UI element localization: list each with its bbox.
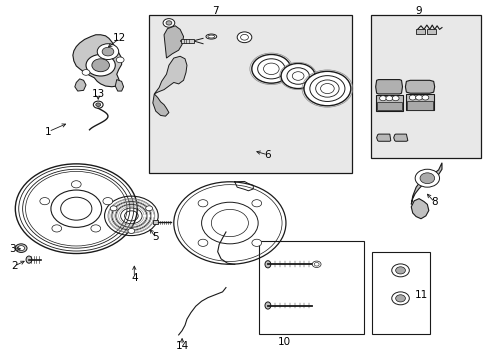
Circle shape	[128, 228, 135, 233]
Text: 7: 7	[211, 6, 218, 17]
Circle shape	[198, 200, 207, 207]
Text: 6: 6	[264, 150, 271, 160]
Circle shape	[91, 225, 101, 232]
Circle shape	[82, 69, 90, 75]
Polygon shape	[410, 163, 441, 204]
Bar	[415, 29, 424, 34]
Bar	[427, 29, 435, 34]
Text: 5: 5	[152, 232, 159, 242]
Circle shape	[237, 32, 251, 42]
Ellipse shape	[264, 302, 270, 309]
Polygon shape	[393, 134, 407, 141]
Circle shape	[315, 80, 338, 97]
Circle shape	[97, 44, 119, 59]
Bar	[406, 94, 433, 111]
Circle shape	[391, 264, 408, 277]
Polygon shape	[405, 80, 434, 93]
Circle shape	[257, 59, 285, 79]
Text: 2: 2	[11, 261, 18, 271]
Text: 12: 12	[113, 33, 126, 43]
Circle shape	[198, 239, 207, 246]
Polygon shape	[75, 79, 86, 91]
Text: 9: 9	[415, 6, 422, 17]
Text: 13: 13	[91, 89, 104, 99]
Circle shape	[391, 96, 398, 101]
Ellipse shape	[264, 261, 270, 268]
Circle shape	[40, 198, 49, 205]
Ellipse shape	[205, 34, 216, 39]
Circle shape	[15, 244, 27, 252]
Circle shape	[414, 169, 439, 187]
Polygon shape	[376, 134, 390, 141]
Circle shape	[281, 63, 315, 89]
Circle shape	[52, 225, 61, 232]
Circle shape	[145, 206, 152, 211]
Circle shape	[18, 246, 24, 251]
Circle shape	[395, 267, 405, 274]
Circle shape	[263, 63, 279, 75]
Polygon shape	[73, 35, 122, 87]
Polygon shape	[154, 56, 186, 94]
Circle shape	[251, 200, 261, 207]
Circle shape	[385, 96, 392, 101]
Circle shape	[163, 19, 174, 27]
Circle shape	[86, 54, 115, 76]
Circle shape	[312, 261, 321, 267]
Circle shape	[96, 103, 101, 107]
Circle shape	[379, 96, 386, 101]
Circle shape	[408, 95, 415, 100]
Text: 11: 11	[413, 291, 427, 301]
Polygon shape	[163, 26, 183, 58]
Bar	[153, 220, 158, 225]
Text: 4: 4	[131, 273, 137, 283]
Circle shape	[419, 173, 434, 184]
Polygon shape	[153, 94, 168, 116]
Bar	[371, 252, 429, 334]
Circle shape	[286, 68, 309, 84]
Circle shape	[102, 198, 112, 205]
Circle shape	[421, 95, 428, 100]
Polygon shape	[115, 80, 123, 91]
Bar	[407, 101, 432, 110]
Bar	[259, 241, 363, 334]
Bar	[376, 102, 401, 111]
Circle shape	[391, 292, 408, 305]
Circle shape	[395, 295, 405, 302]
Text: 14: 14	[175, 341, 188, 351]
Text: 8: 8	[430, 197, 437, 207]
Ellipse shape	[26, 256, 32, 263]
Circle shape	[93, 101, 103, 108]
Bar	[370, 15, 480, 158]
Circle shape	[251, 239, 261, 246]
Bar	[149, 15, 351, 173]
Circle shape	[304, 71, 350, 106]
Circle shape	[110, 206, 117, 211]
Bar	[181, 39, 193, 43]
Text: 3: 3	[10, 244, 16, 254]
Polygon shape	[410, 199, 428, 219]
Text: 10: 10	[277, 337, 290, 347]
Circle shape	[116, 57, 124, 63]
Text: 1: 1	[45, 127, 52, 136]
Circle shape	[102, 47, 114, 56]
Polygon shape	[375, 80, 402, 94]
Circle shape	[415, 95, 422, 100]
Bar	[375, 95, 402, 111]
Circle shape	[251, 54, 290, 83]
Circle shape	[92, 59, 109, 72]
Circle shape	[309, 76, 344, 102]
Circle shape	[71, 181, 81, 188]
Circle shape	[165, 21, 171, 25]
